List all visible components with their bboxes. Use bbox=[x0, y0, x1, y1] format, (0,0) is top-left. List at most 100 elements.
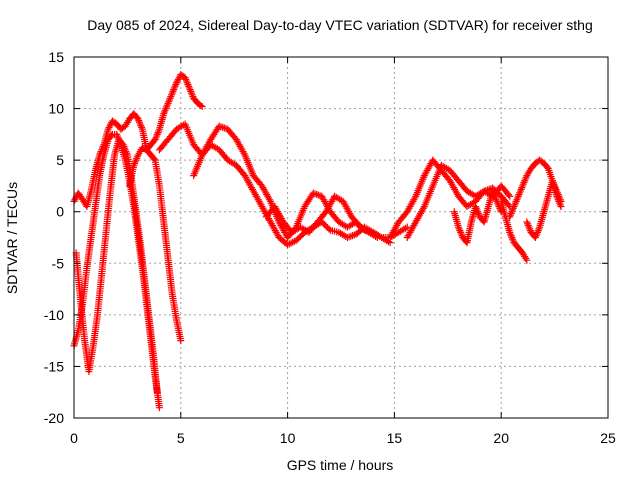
marker-arc-c-15-4 bbox=[137, 122, 145, 130]
marker-arc-l-0-5 bbox=[509, 204, 517, 212]
marker-arc-c-29-2 bbox=[197, 101, 205, 109]
marker-arc-c-22-4 bbox=[167, 93, 175, 101]
point-arc-c-27 bbox=[185, 84, 193, 92]
series-arc-j bbox=[450, 187, 505, 247]
marker-arc-l-1-5 bbox=[514, 194, 522, 202]
marker-arc-d-1-3 bbox=[132, 156, 140, 164]
marker-arc-j-1-2 bbox=[456, 227, 464, 235]
marker-arc-j-1-3 bbox=[457, 228, 465, 236]
y-tick-label-1: -15 bbox=[44, 358, 64, 374]
marker-arc-d-5-3 bbox=[150, 155, 158, 163]
point-arc-k-2 bbox=[506, 228, 514, 236]
point-arc-m-7 bbox=[553, 187, 561, 195]
marker-arc-c-27-2 bbox=[187, 87, 195, 95]
point-arc-j-1 bbox=[454, 223, 462, 231]
marker-arc-c-6-3 bbox=[98, 146, 106, 154]
marker-arc-b-11-1 bbox=[120, 142, 128, 150]
data-points bbox=[70, 71, 565, 412]
marker-arc-j-5-4 bbox=[474, 209, 482, 217]
marker-arc-m-6-3 bbox=[551, 182, 559, 190]
marker-arc-c-26-4 bbox=[184, 81, 192, 89]
marker-arc-c-8-2 bbox=[106, 122, 114, 130]
point-arc-m-6 bbox=[548, 177, 556, 185]
marker-arc-c-23-4 bbox=[171, 82, 179, 90]
marker-arc-j-1-4 bbox=[457, 230, 465, 238]
marker-arc-c-27-4 bbox=[188, 91, 196, 99]
x-tick-label-1: 5 bbox=[177, 430, 185, 446]
point-arc-l-0 bbox=[506, 213, 514, 221]
marker-arc-c-19-4 bbox=[154, 129, 162, 137]
marker-arc-c-15-2 bbox=[136, 118, 144, 126]
y-tick-label-7: 15 bbox=[48, 49, 64, 65]
marker-arc-j-9-5 bbox=[492, 196, 500, 204]
marker-arc-k-2-1 bbox=[506, 230, 514, 238]
marker-arc-m-2-1 bbox=[532, 232, 540, 240]
marker-arc-f-22-4 bbox=[384, 238, 392, 246]
marker-arc-l-3-3 bbox=[521, 177, 529, 185]
axes-frame bbox=[73, 56, 609, 419]
marker-arc-l-1-4 bbox=[513, 196, 521, 204]
marker-arc-d-1-2 bbox=[131, 158, 139, 166]
y-tick-label-5: 5 bbox=[56, 152, 64, 168]
series-arc-l bbox=[506, 156, 565, 221]
point-arc-c-6 bbox=[96, 151, 104, 159]
point-arc-d-1 bbox=[130, 161, 138, 169]
marker-arc-m-0-4 bbox=[526, 225, 534, 233]
x-tick-label-5: 25 bbox=[600, 430, 616, 446]
point-arc-j-5 bbox=[472, 203, 480, 211]
point-arc-c-23 bbox=[168, 89, 176, 97]
marker-arc-c-19-2 bbox=[153, 132, 161, 140]
point-arc-f-18 bbox=[343, 234, 351, 241]
point-arc-m-2 bbox=[531, 234, 539, 241]
marker-arc-l-1-1 bbox=[511, 201, 519, 209]
marker-arc-m-0-3 bbox=[525, 223, 533, 231]
marker-arc-f-11-1 bbox=[285, 240, 293, 248]
marker-arc-e-7-3 bbox=[220, 124, 228, 132]
marker-arc-j-9-3 bbox=[491, 192, 499, 200]
marker-arc-d-1-5 bbox=[133, 153, 141, 161]
marker-arc-j-9-4 bbox=[492, 194, 500, 202]
marker-arc-c-22-1 bbox=[165, 98, 173, 106]
marker-arc-c-6-4 bbox=[98, 144, 106, 152]
marker-arc-k-2-2 bbox=[507, 232, 515, 240]
marker-arc-i-11-6 bbox=[505, 201, 513, 209]
point-arc-j-9 bbox=[489, 187, 497, 195]
marker-arc-b-11-4 bbox=[122, 148, 130, 156]
marker-arc-m-7-3 bbox=[555, 192, 563, 200]
y-tick-label-6: 10 bbox=[48, 101, 64, 117]
marker-arc-l-3-2 bbox=[520, 178, 528, 186]
marker-arc-c-21-5 bbox=[163, 101, 171, 109]
marker-arc-i-8-4 bbox=[478, 188, 486, 196]
marker-arc-c-26-2 bbox=[182, 77, 190, 85]
point-arc-f-11 bbox=[284, 241, 292, 249]
point-arc-c-24 bbox=[173, 79, 181, 87]
x-tick-label-3: 15 bbox=[387, 430, 403, 446]
marker-arc-c-6-5 bbox=[99, 142, 107, 150]
y-axis-label: SDTVAR / TECUs bbox=[4, 182, 20, 294]
point-arc-a-20 bbox=[155, 404, 163, 412]
point-arc-c-30 bbox=[198, 103, 206, 111]
marker-arc-b-11-3 bbox=[121, 146, 129, 154]
marker-arc-c-21-1 bbox=[160, 108, 168, 116]
marker-arc-j-1-1 bbox=[455, 225, 463, 233]
marker-arc-e-18-3 bbox=[314, 191, 322, 199]
marker-arc-c-23-5 bbox=[172, 81, 180, 89]
point-arc-h-14 bbox=[506, 192, 514, 200]
marker-arc-l-2-4 bbox=[517, 185, 525, 193]
marker-arc-e-28-4 bbox=[402, 224, 410, 232]
marker-arc-i-1-8 bbox=[419, 204, 427, 212]
marker-arc-m-6-2 bbox=[550, 180, 558, 188]
marker-arc-g-12-4 bbox=[372, 232, 380, 240]
marker-arc-b-11-2 bbox=[121, 144, 129, 152]
x-axis-label: GPS time / hours bbox=[287, 457, 394, 473]
marker-arc-f-15-5 bbox=[325, 225, 333, 233]
point-arc-l-1 bbox=[510, 203, 518, 211]
point-arc-c-26 bbox=[181, 74, 189, 82]
marker-arc-c-26-1 bbox=[182, 75, 190, 83]
chart-title: Day 085 of 2024, Sidereal Day-to-day VTE… bbox=[87, 17, 593, 33]
marker-arc-m-7-5 bbox=[556, 196, 564, 204]
marker-arc-l-0-1 bbox=[506, 211, 514, 219]
marker-arc-f-11-3 bbox=[289, 238, 297, 246]
